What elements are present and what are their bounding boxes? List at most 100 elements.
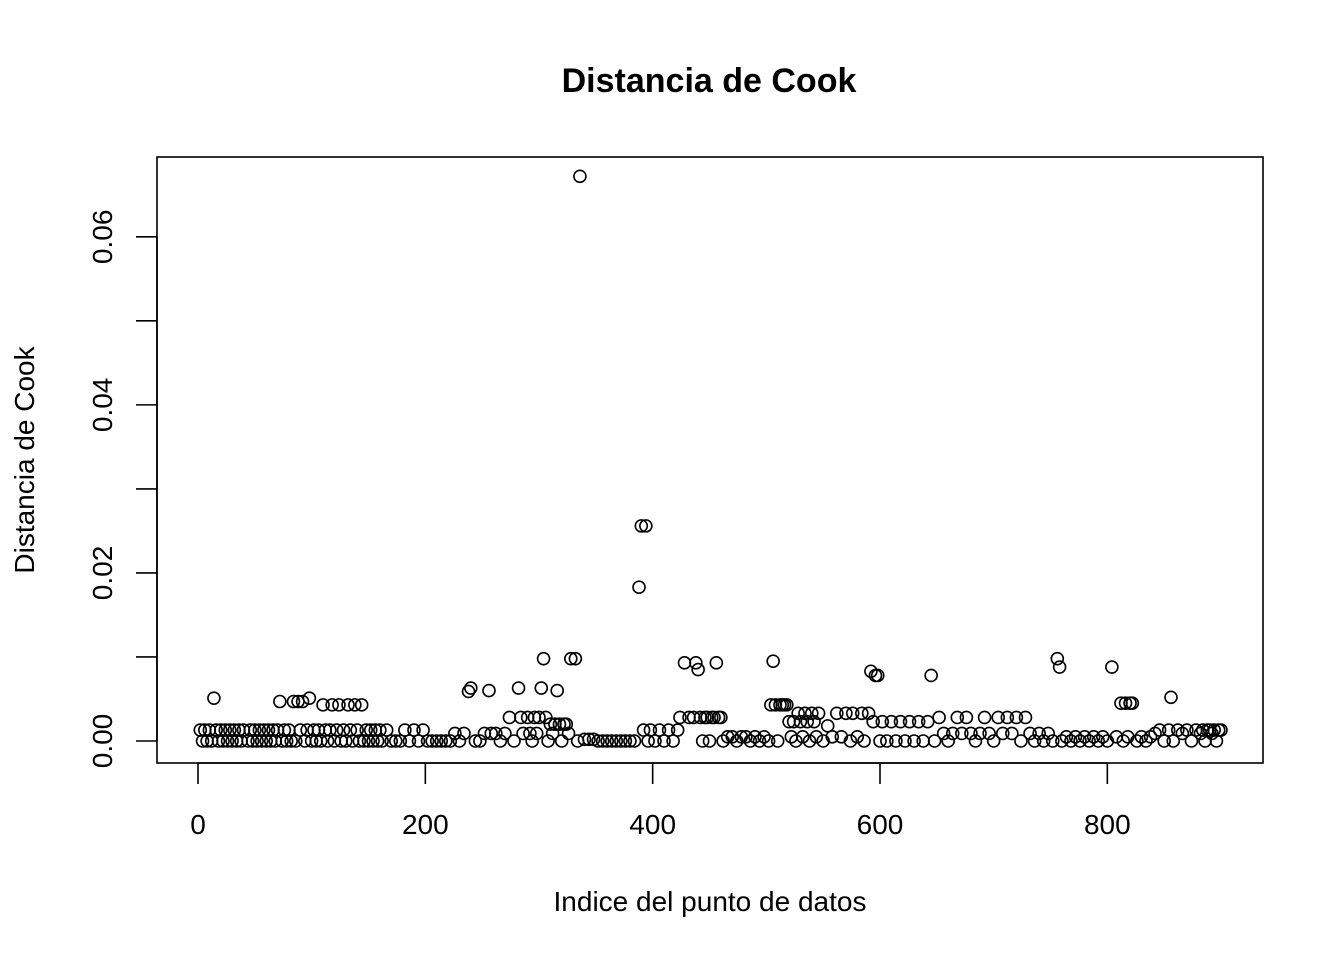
data-point bbox=[273, 694, 287, 709]
data-point bbox=[341, 698, 355, 712]
data-point bbox=[725, 729, 740, 744]
data-point bbox=[743, 734, 758, 748]
data-point bbox=[1105, 660, 1119, 674]
data-point bbox=[520, 710, 535, 725]
data-point bbox=[1032, 726, 1046, 741]
data-point bbox=[1164, 690, 1178, 705]
data-point bbox=[1052, 660, 1067, 674]
data-point bbox=[468, 734, 483, 748]
data-point bbox=[641, 734, 655, 748]
data-point bbox=[286, 694, 301, 709]
data-point bbox=[866, 714, 880, 729]
data-point bbox=[541, 734, 555, 748]
data-point bbox=[927, 734, 942, 748]
data-point bbox=[945, 726, 960, 741]
data-point bbox=[791, 706, 805, 721]
x-tick-label: 600 bbox=[857, 809, 904, 840]
data-point bbox=[707, 710, 721, 725]
data-point bbox=[804, 706, 819, 721]
data-point bbox=[534, 681, 549, 695]
data-point bbox=[532, 710, 546, 725]
plot-frame bbox=[156, 156, 1264, 764]
data-point bbox=[932, 710, 946, 725]
data-point bbox=[388, 734, 403, 748]
data-point bbox=[1130, 734, 1144, 748]
data-point bbox=[959, 710, 974, 725]
data-point bbox=[968, 734, 983, 748]
data-point bbox=[793, 714, 808, 729]
data-point bbox=[1086, 729, 1101, 744]
data-point bbox=[893, 714, 908, 729]
data-point bbox=[452, 734, 467, 748]
data-point bbox=[573, 169, 587, 184]
data-point bbox=[955, 726, 969, 741]
data-point bbox=[295, 694, 310, 709]
data-point bbox=[789, 734, 803, 748]
data-points bbox=[193, 169, 1228, 748]
data-point bbox=[1082, 734, 1096, 748]
y-tick-label: 0.02 bbox=[87, 546, 118, 601]
x-axis-label: Indice del punto de datos bbox=[554, 886, 867, 917]
data-point bbox=[457, 726, 471, 741]
data-point bbox=[950, 710, 965, 725]
data-point bbox=[1091, 734, 1106, 748]
data-point bbox=[618, 734, 633, 748]
data-point bbox=[461, 684, 476, 699]
data-point bbox=[343, 723, 358, 737]
data-point bbox=[559, 717, 574, 731]
data-point bbox=[830, 706, 844, 721]
data-point bbox=[591, 734, 605, 748]
data-point bbox=[609, 734, 624, 748]
data-point bbox=[779, 698, 794, 712]
data-point bbox=[689, 656, 703, 670]
data-point bbox=[384, 734, 399, 748]
data-point bbox=[1023, 726, 1037, 741]
data-point bbox=[354, 698, 369, 712]
data-point bbox=[843, 734, 858, 748]
data-point bbox=[1214, 723, 1228, 737]
data-point bbox=[207, 691, 221, 705]
data-point bbox=[639, 519, 653, 533]
data-point bbox=[332, 698, 346, 712]
data-point bbox=[554, 734, 569, 748]
data-point bbox=[634, 519, 649, 533]
data-point bbox=[284, 734, 299, 748]
data-point bbox=[991, 710, 1006, 725]
data-point bbox=[902, 714, 917, 729]
data-point bbox=[463, 681, 478, 695]
data-point bbox=[523, 726, 537, 741]
data-point bbox=[568, 651, 583, 666]
data-point bbox=[425, 734, 439, 748]
data-point bbox=[911, 714, 926, 729]
data-point bbox=[941, 734, 956, 748]
data-point bbox=[802, 734, 817, 748]
data-point bbox=[995, 726, 1010, 741]
data-point bbox=[582, 732, 596, 747]
data-point bbox=[484, 726, 499, 741]
data-point bbox=[924, 668, 938, 683]
data-point bbox=[1205, 726, 1219, 741]
data-point bbox=[320, 734, 335, 748]
data-point bbox=[539, 710, 553, 725]
data-point bbox=[529, 726, 544, 741]
data-point bbox=[1050, 651, 1065, 666]
data-point bbox=[709, 656, 724, 670]
data-point bbox=[352, 734, 367, 748]
data-point bbox=[1139, 734, 1153, 748]
data-point bbox=[1116, 734, 1131, 748]
data-point bbox=[443, 734, 458, 748]
data-point bbox=[1095, 729, 1110, 744]
data-point bbox=[1134, 729, 1149, 744]
data-point bbox=[982, 726, 996, 741]
data-point bbox=[525, 734, 539, 748]
data-point bbox=[1005, 726, 1019, 741]
data-point bbox=[448, 726, 462, 741]
data-point bbox=[825, 729, 840, 744]
y-tick-label: 0.06 bbox=[87, 210, 118, 265]
data-point bbox=[845, 706, 860, 721]
data-point bbox=[1118, 696, 1133, 710]
data-point bbox=[1036, 734, 1051, 748]
data-point bbox=[907, 734, 921, 748]
data-point bbox=[766, 654, 780, 668]
